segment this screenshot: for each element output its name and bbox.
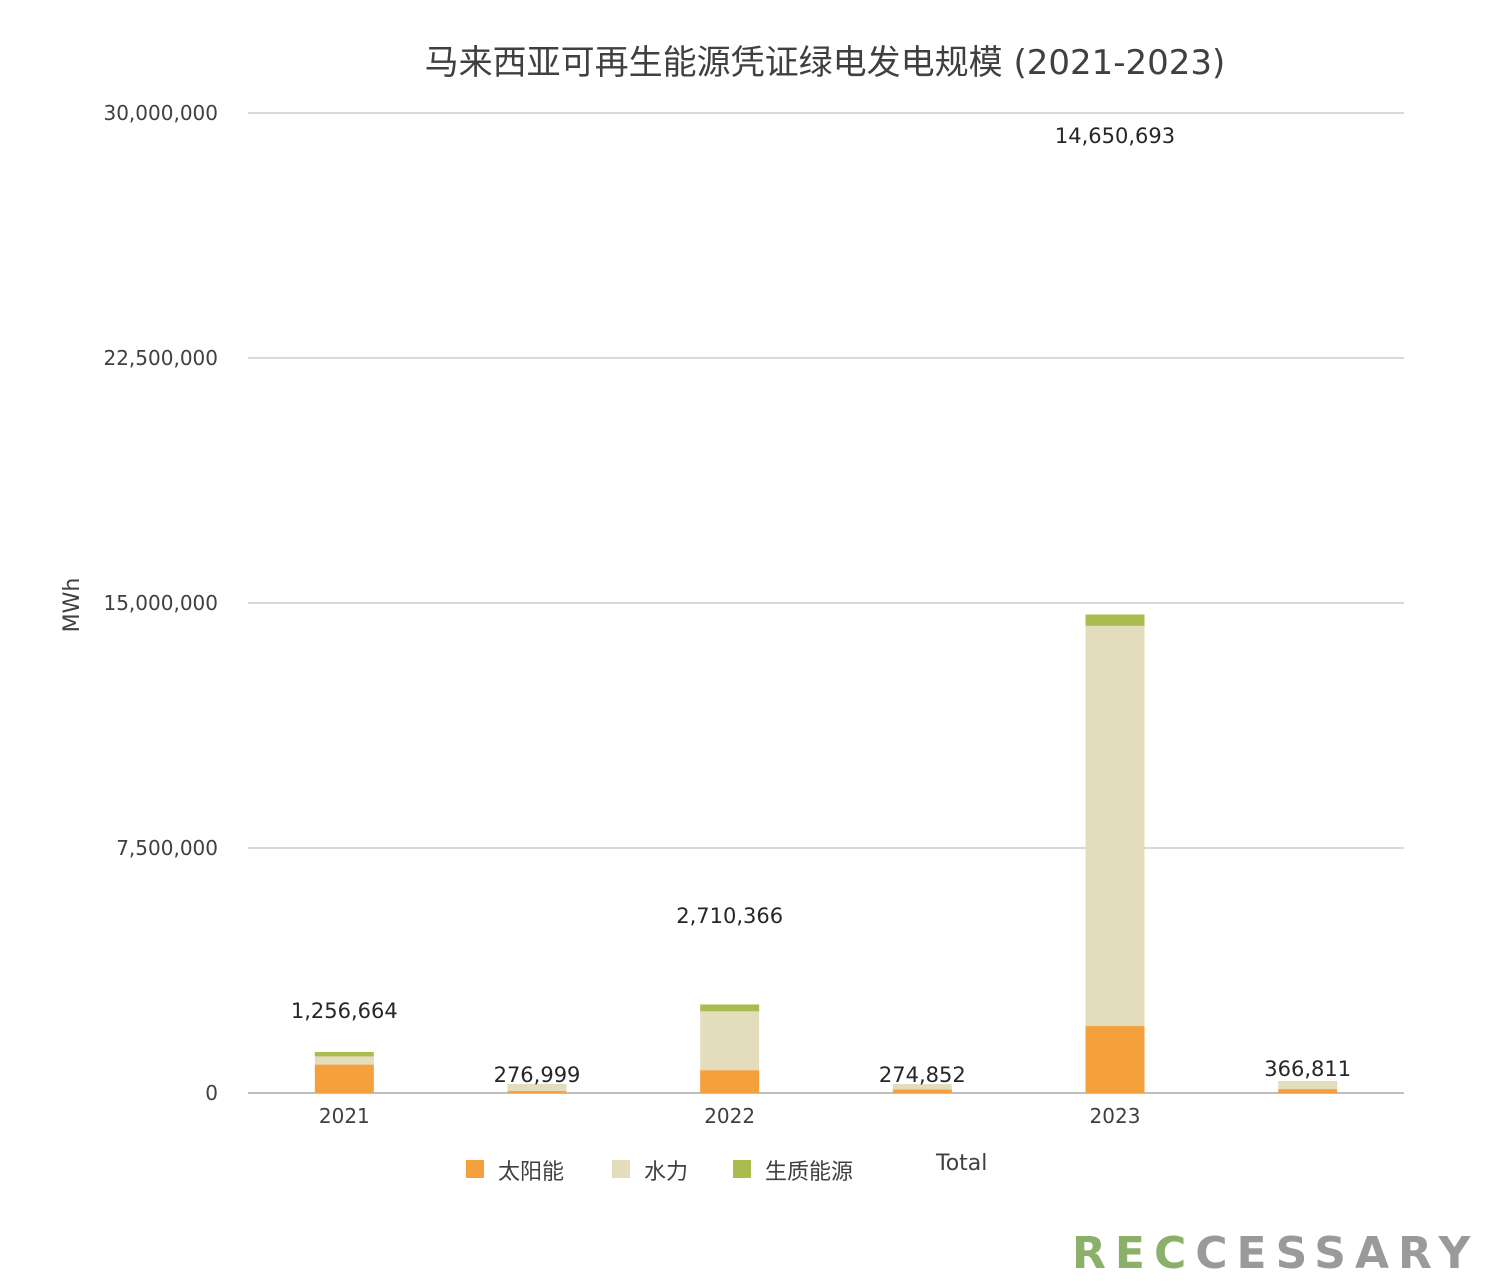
logo-part-1: REC bbox=[1072, 1228, 1196, 1279]
y-tick-label: 15,000,000 bbox=[103, 591, 218, 615]
bar-segment bbox=[700, 1004, 760, 1012]
legend-swatch bbox=[733, 1160, 751, 1178]
y-tick-label: 7,500,000 bbox=[116, 836, 218, 860]
bar-segment bbox=[1278, 1089, 1338, 1093]
y-axis-label: MWh bbox=[60, 578, 85, 633]
category-label: 2021 bbox=[319, 1104, 370, 1128]
legend-swatch bbox=[612, 1160, 630, 1178]
data-label: 1,256,664 bbox=[291, 999, 398, 1023]
bar-segment bbox=[314, 1064, 374, 1093]
bar-segment bbox=[1085, 625, 1145, 1027]
y-tick-label: 0 bbox=[205, 1081, 218, 1105]
data-labels: 1,256,664 276,999 2,710,366 274,852 14,650,6… bbox=[291, 124, 1351, 1087]
category-label: 2023 bbox=[1090, 1104, 1141, 1128]
legend-label: 太阳能 bbox=[498, 1160, 564, 1185]
bar-segment bbox=[892, 1089, 952, 1093]
y-tick-labels: 0 7,500,000 15,000,000 22,500,000 30,000,000 bbox=[103, 101, 218, 1105]
data-label: 2,710,366 bbox=[676, 904, 783, 928]
bar-segment bbox=[507, 1083, 567, 1092]
legend-label-total: Total bbox=[935, 1151, 987, 1176]
legend-label: 水力 bbox=[644, 1160, 688, 1185]
legend-swatch bbox=[466, 1160, 484, 1178]
legend: 太阳能 水力 生质能源 Total bbox=[466, 1151, 987, 1185]
y-tick-label: 22,500,000 bbox=[103, 346, 218, 370]
legend-label: 生质能源 bbox=[765, 1160, 853, 1185]
bar-segment bbox=[700, 1011, 760, 1071]
category-labels: 2021 2022 2023 bbox=[319, 1104, 1141, 1128]
bar-segment bbox=[1085, 1026, 1145, 1093]
bar-segment bbox=[1085, 614, 1145, 626]
bar-segment bbox=[892, 1084, 952, 1090]
bar-segment bbox=[700, 1070, 760, 1093]
chart-title: 马来西亚可再生能源凭证绿电发电规模 (2021-2023) bbox=[425, 43, 1226, 83]
bar-segment bbox=[1278, 1081, 1338, 1090]
gridlines bbox=[248, 112, 1404, 1094]
bars bbox=[314, 614, 1338, 1093]
data-label: 14,650,693 bbox=[1055, 124, 1175, 148]
data-label: 276,999 bbox=[494, 1063, 581, 1087]
logo-part-2: CESSARY bbox=[1195, 1228, 1480, 1279]
bar-segment bbox=[507, 1091, 567, 1093]
category-label: 2022 bbox=[704, 1104, 755, 1128]
data-label: 274,852 bbox=[879, 1063, 966, 1087]
y-tick-label: 30,000,000 bbox=[103, 101, 218, 125]
data-label: 366,811 bbox=[1264, 1057, 1351, 1081]
bar-segment bbox=[314, 1051, 374, 1057]
bar-segment bbox=[314, 1056, 374, 1065]
brand-logo: RECCESSARY bbox=[1072, 1228, 1479, 1279]
